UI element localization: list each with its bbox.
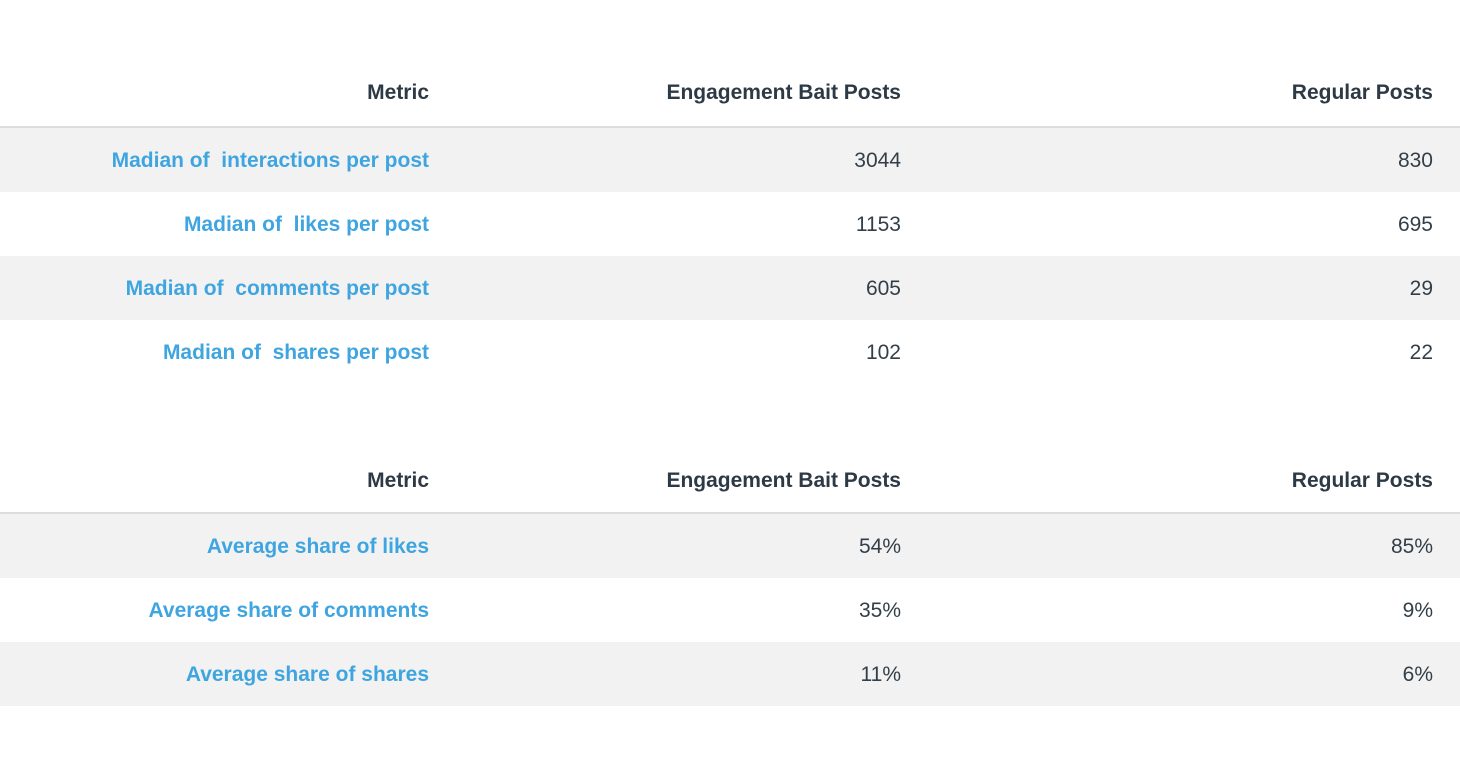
row-spacer [1433,127,1460,192]
header-metric: Metric [0,58,429,128]
header-engagement-bait-posts: Engagement Bait Posts [429,58,901,128]
regular-value: 22 [901,320,1433,384]
row-spacer [1433,578,1460,642]
table-header-row: Metric Engagement Bait Posts Regular Pos… [0,448,1460,514]
header-engagement-bait-posts: Engagement Bait Posts [429,448,901,514]
row-spacer [1433,256,1460,320]
regular-value: 830 [901,127,1433,192]
metric-label: Average share of shares [0,642,429,706]
table-row: Madian of likes per post 1153 695 [0,192,1460,256]
engagement-bait-value: 35% [429,578,901,642]
engagement-bait-value: 605 [429,256,901,320]
table-row: Madian of shares per post 102 22 [0,320,1460,384]
metric-label: Madian of interactions per post [0,127,429,192]
metric-label: Madian of shares per post [0,320,429,384]
regular-value: 29 [901,256,1433,320]
engagement-bait-value: 102 [429,320,901,384]
header-spacer [1433,448,1460,514]
table-row: Madian of comments per post 605 29 [0,256,1460,320]
engagement-bait-value: 1153 [429,192,901,256]
header-metric: Metric [0,448,429,514]
metric-label: Average share of comments [0,578,429,642]
metric-label: Madian of likes per post [0,192,429,256]
engagement-bait-value: 3044 [429,127,901,192]
row-spacer [1433,320,1460,384]
median-metrics-table: Metric Engagement Bait Posts Regular Pos… [0,58,1460,384]
table-row: Madian of interactions per post 3044 830 [0,127,1460,192]
row-spacer [1433,192,1460,256]
table-row: Average share of comments 35% 9% [0,578,1460,642]
regular-value: 695 [901,192,1433,256]
regular-value: 9% [901,578,1433,642]
row-spacer [1433,513,1460,578]
average-share-table: Metric Engagement Bait Posts Regular Pos… [0,448,1460,706]
engagement-bait-value: 11% [429,642,901,706]
metric-label: Madian of comments per post [0,256,429,320]
header-regular-posts: Regular Posts [901,58,1433,128]
regular-value: 6% [901,642,1433,706]
regular-value: 85% [901,513,1433,578]
header-spacer [1433,58,1460,128]
row-spacer [1433,642,1460,706]
metric-label: Average share of likes [0,513,429,578]
table-row: Average share of shares 11% 6% [0,642,1460,706]
table-row: Average share of likes 54% 85% [0,513,1460,578]
engagement-bait-value: 54% [429,513,901,578]
header-regular-posts: Regular Posts [901,448,1433,514]
table-header-row: Metric Engagement Bait Posts Regular Pos… [0,58,1460,128]
